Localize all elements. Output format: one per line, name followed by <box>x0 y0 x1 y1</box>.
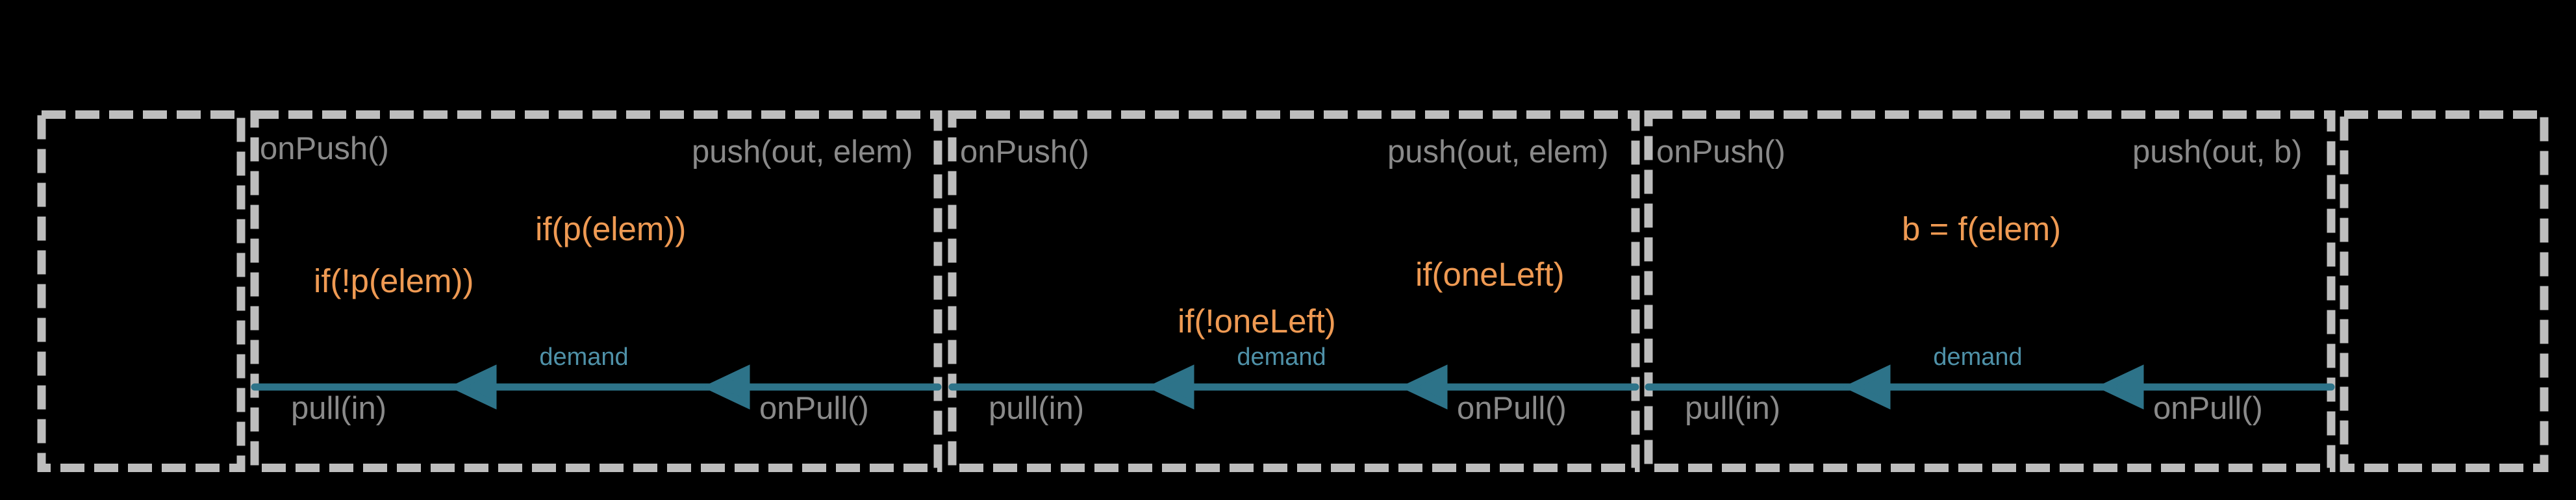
svg-text:pull(in): pull(in) <box>1685 391 1780 426</box>
svg-text:if(!p(elem)): if(!p(elem)) <box>314 262 474 299</box>
svg-text:if(!oneLeft): if(!oneLeft) <box>1178 303 1336 340</box>
svg-text:onPull(): onPull() <box>2153 391 2263 426</box>
svg-text:if(oneLeft): if(oneLeft) <box>1415 256 1565 293</box>
svg-text:onPush(): onPush() <box>1656 134 1786 169</box>
svg-text:b = f(elem): b = f(elem) <box>1902 210 2061 247</box>
svg-text:push(out, elem): push(out, elem) <box>1387 134 1608 169</box>
svg-text:demand: demand <box>539 344 628 371</box>
svg-text:onPull(): onPull() <box>759 391 869 426</box>
svg-text:push(out, b): push(out, b) <box>2132 134 2303 169</box>
svg-text:if(p(elem)): if(p(elem)) <box>535 210 686 247</box>
svg-text:push(out, elem): push(out, elem) <box>692 134 913 169</box>
svg-text:onPush(): onPush() <box>260 131 389 166</box>
svg-text:demand: demand <box>1237 344 1326 371</box>
svg-text:pull(in): pull(in) <box>989 391 1084 426</box>
svg-text:pull(in): pull(in) <box>291 391 386 426</box>
svg-text:onPush(): onPush() <box>960 134 1089 169</box>
svg-text:demand: demand <box>1933 344 2022 371</box>
svg-text:onPull(): onPull() <box>1457 391 1567 426</box>
